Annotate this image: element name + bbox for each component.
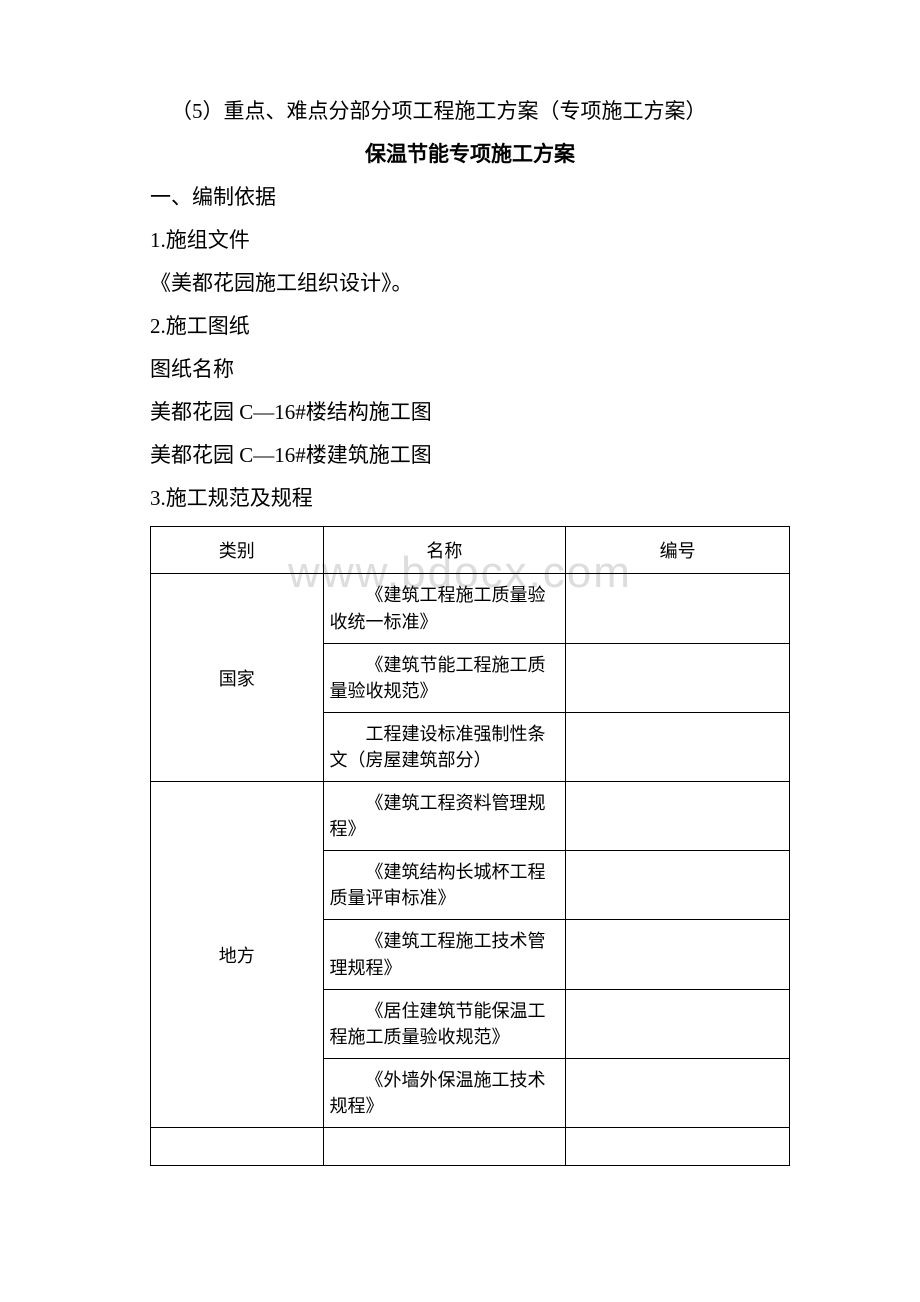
table-cell-number (566, 920, 790, 989)
table-cell-number (566, 574, 790, 643)
subsection-2-line2: 美都花园 C—16#楼结构施工图 (150, 391, 790, 434)
table-header-name: 名称 (323, 527, 566, 574)
subsection-3-label: 3.施工规范及规程 (150, 477, 790, 520)
subsection-2-line3: 美都花园 C—16#楼建筑施工图 (150, 434, 790, 477)
table-header-number: 编号 (566, 527, 790, 574)
table-row: 国家《建筑工程施工质量验收统一标准》 (151, 574, 790, 643)
table-cell-name: 《建筑节能工程施工质量验收规范》 (323, 643, 566, 712)
table-header-row: 类别 名称 编号 (151, 527, 790, 574)
table-cell-number (566, 643, 790, 712)
table-cell-number (566, 851, 790, 920)
table-row-empty (151, 1127, 790, 1165)
table-cell-name: 《建筑结构长城杯工程质量评审标准》 (323, 851, 566, 920)
table-cell-name: 《建筑工程资料管理规程》 (323, 782, 566, 851)
table-body: 国家《建筑工程施工质量验收统一标准》《建筑节能工程施工质量验收规范》工程建设标准… (151, 574, 790, 1166)
table-cell-name: 工程建设标准强制性条文（房屋建筑部分） (323, 712, 566, 781)
subsection-1-label: 1.施组文件 (150, 219, 790, 262)
table-cell-empty (151, 1127, 324, 1165)
table-cell-category: 国家 (151, 574, 324, 782)
table-cell-name: 《居住建筑节能保温工程施工质量验收规范》 (323, 989, 566, 1058)
table-cell-name: 《外墙外保温施工技术规程》 (323, 1058, 566, 1127)
section-label: （5）重点、难点分部分项工程施工方案（专项施工方案） (150, 90, 790, 133)
subsection-2-line1: 图纸名称 (150, 348, 790, 391)
table-cell-empty (323, 1127, 566, 1165)
heading-1: 一、编制依据 (150, 176, 790, 219)
standards-table: 类别 名称 编号 国家《建筑工程施工质量验收统一标准》《建筑节能工程施工质量验收… (150, 526, 790, 1166)
subsection-2-label: 2.施工图纸 (150, 305, 790, 348)
table-cell-number (566, 782, 790, 851)
table-cell-empty (566, 1127, 790, 1165)
table-header-category: 类别 (151, 527, 324, 574)
document-title: 保温节能专项施工方案 (150, 133, 790, 176)
table-row: 地方《建筑工程资料管理规程》 (151, 782, 790, 851)
table-cell-number (566, 712, 790, 781)
subsection-1-content: 《美都花园施工组织设计》。 (150, 262, 790, 305)
table-cell-name: 《建筑工程施工技术管理规程》 (323, 920, 566, 989)
table-cell-name: 《建筑工程施工质量验收统一标准》 (323, 574, 566, 643)
table-cell-category: 地方 (151, 782, 324, 1128)
table-cell-number (566, 1058, 790, 1127)
document-content: （5）重点、难点分部分项工程施工方案（专项施工方案） 保温节能专项施工方案 一、… (150, 90, 790, 1166)
table-cell-number (566, 989, 790, 1058)
